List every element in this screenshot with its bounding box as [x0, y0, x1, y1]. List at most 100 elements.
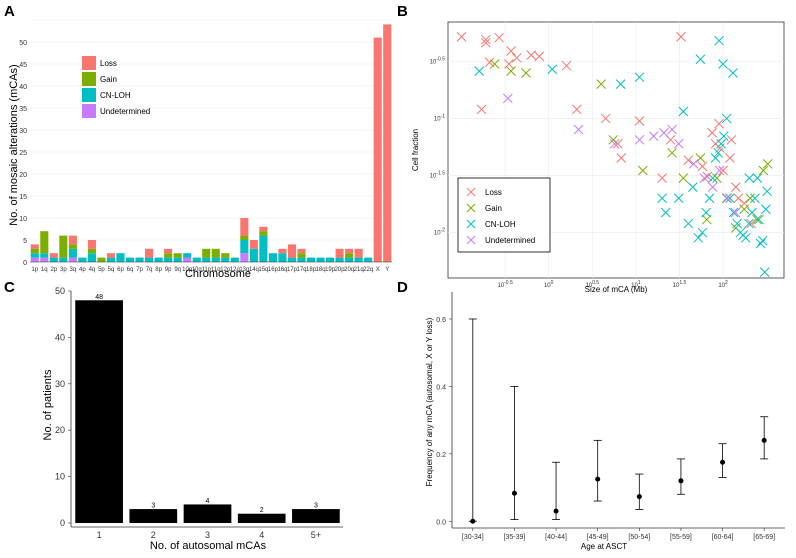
panel-b-point-cn-loh	[752, 173, 763, 183]
panel-c-bars: 48 3 4 2 3	[75, 294, 340, 523]
panel-b-point-loss	[725, 153, 735, 163]
panel-d-x-tick-label: [45-49]	[587, 534, 609, 541]
panel-a-bar-7p-cn-loh	[135, 257, 144, 262]
panel-b-point-loss	[683, 155, 694, 166]
panel-b-point-stroke	[687, 182, 698, 193]
panel-c-bar-chart: 48 3 4 2 3 0 10 20 30 40 50 1 2 3 4 5+ No. of autosom…	[42, 286, 343, 552]
panel-b-point-stroke	[732, 218, 742, 229]
panel-b-x-tick-label: 101.5	[673, 280, 687, 289]
panel-b-point-stroke	[476, 104, 487, 115]
panel-c-bar-1	[75, 300, 123, 523]
panel-a-bar-8p-cn-loh	[154, 257, 163, 262]
panel-b-point-stroke	[704, 193, 715, 204]
panel-b-point-stroke	[634, 134, 645, 145]
panel-b-point-stroke	[710, 153, 721, 163]
panel-b-point-stroke	[728, 207, 739, 218]
panel-b-legend-label: Loss	[485, 188, 502, 197]
panel-b-point-stroke	[745, 193, 756, 204]
panel-d-x-axis-title: Age at ASCT	[581, 542, 627, 551]
panel-b-x-tick-label: 10-0.5	[497, 280, 513, 289]
panel-b-y-tick-label: 10-2	[434, 228, 445, 237]
panel-a-bar-20p-loss	[335, 248, 344, 258]
panel-a-x-tick-label: 6p	[117, 267, 124, 273]
panel-a-x-tick-label: 9p	[165, 267, 172, 273]
panel-b-point-stroke	[718, 165, 728, 176]
panel-b-point-stroke	[678, 173, 689, 183]
panel-a-bar-9q-cn-loh	[173, 257, 182, 262]
panel-b-point-stroke	[456, 31, 467, 42]
panel-b-point-gain	[752, 214, 762, 225]
panel-b-point-stroke	[678, 106, 689, 117]
panel-a-bar-11q-gain	[211, 248, 220, 258]
panel-a-x-tick-label: 6q	[127, 267, 134, 273]
panel-d-x-tick-label: [65-69]	[753, 534, 775, 541]
panel-b-legend-marker-gain	[466, 203, 476, 213]
panel-a-x-tick-label: 15q	[258, 267, 268, 273]
panel-a-bar-21q-cn-loh	[354, 257, 363, 262]
panel-b-point-loss	[506, 46, 516, 56]
panel-b-point-gain	[745, 193, 756, 204]
panel-b-point-loss	[561, 60, 572, 71]
panel-b-point-loss	[676, 31, 686, 42]
panel-c-bar-2	[129, 509, 178, 523]
panel-d-x-tick-label: [40-44]	[545, 534, 567, 541]
panel-b-point-loss	[504, 59, 514, 69]
panel-b-point-stroke	[752, 214, 762, 225]
panel-b-point-undetermined	[688, 159, 699, 169]
panel-b-point-loss	[714, 118, 724, 129]
panel-d-y-axis-title: Frequency of any mCA (autosomal, X or Y …	[425, 317, 434, 486]
panel-b-point-stroke	[534, 51, 545, 62]
panel-a-x-tick-label: 4p	[79, 267, 86, 273]
panel-b-x-ticks: 10-0.5 100 100.5 101 101.5 102	[497, 280, 728, 289]
panel-label-c: C	[4, 279, 15, 296]
panel-b-point-loss	[634, 116, 645, 126]
panel-d-point-estimate	[761, 437, 767, 443]
panel-a-bar-11q-cn-loh	[211, 257, 220, 262]
panel-b-point-stroke	[728, 68, 738, 78]
panel-b-point-cn-loh	[755, 238, 766, 249]
panel-a-y-tick-label: 35	[19, 106, 27, 113]
panel-c-y-tick-label: 40	[55, 332, 65, 342]
panel-c-x-tick-label: 3	[205, 530, 210, 540]
panel-b-point-undetermined	[707, 182, 718, 193]
panel-a-x-tick-label: 12q	[230, 267, 240, 273]
panel-a-bar-3q-gain	[68, 244, 77, 249]
panel-b-point-stroke	[725, 153, 735, 163]
panel-a-y-tick-label: 10	[19, 216, 27, 223]
panel-b-y-tick-label: 10-0.5	[430, 56, 446, 65]
panel-b-point-loss	[697, 161, 708, 172]
panel-b-point-stroke	[480, 34, 491, 45]
panel-c-bar-5+	[292, 509, 340, 523]
panel-a-bar-4q-loss	[87, 240, 96, 249]
panel-d-x-ticks: [30-34] [35-39] [40-44] [45-49] [50-54] [55-5…	[462, 528, 775, 541]
panel-b-point-loss	[726, 134, 737, 145]
panel-d-errorbar-[45-49]	[593, 439, 602, 502]
panel-a-legend-label: CN-LOH	[100, 91, 131, 100]
panel-b-x-tick-label: 100.5	[585, 280, 599, 289]
panel-d-point-estimate	[595, 476, 601, 482]
panel-b-point-stroke	[571, 104, 582, 115]
panel-b-point-loss	[534, 51, 545, 62]
panel-b-point-stroke	[596, 79, 607, 89]
panel-b-point-loss	[480, 34, 491, 45]
panel-b-x-axis-title: Size of mCA (Mb)	[585, 285, 648, 294]
panel-a-bar-15q-gain	[259, 231, 268, 236]
panel-a-bar-17q-loss	[297, 248, 306, 254]
panel-b-point-stroke	[659, 127, 669, 138]
panel-a-x-tick-label: 12p	[220, 267, 231, 273]
panel-b-point-stroke	[615, 79, 626, 89]
panel-b-point-stroke	[722, 193, 733, 204]
panel-b-point-stroke	[688, 159, 699, 169]
panel-d-errorbar-[55-59]	[676, 458, 685, 495]
panel-b-point-stroke	[758, 165, 769, 176]
panel-b-point-stroke	[762, 159, 773, 169]
panel-a-y-ticks: 0 5 10 15 20 25 30 35 40 45 50	[19, 40, 27, 267]
panel-b-point-undetermined	[502, 93, 513, 104]
panel-a-y-tick-label: 50	[19, 40, 27, 47]
panel-b-point-cn-loh	[678, 106, 689, 117]
panel-a-bar-16q-loss	[278, 248, 287, 254]
panel-a-bar-12q-cn-loh	[230, 257, 239, 262]
panel-b-point-stroke	[707, 127, 718, 138]
